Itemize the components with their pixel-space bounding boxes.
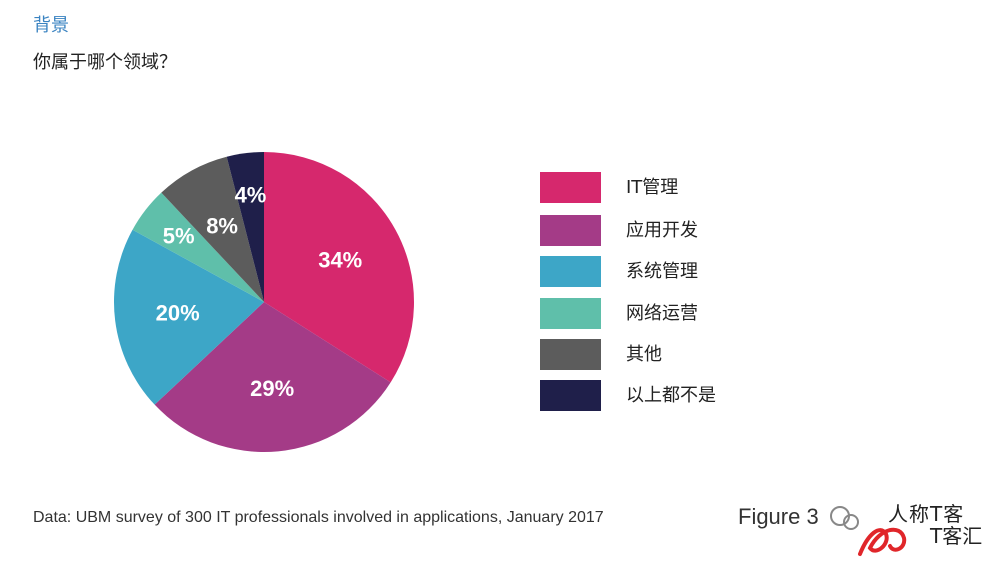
- data-source-note: Data: UBM survey of 300 IT professionals…: [33, 509, 604, 526]
- legend-item: IT管理: [540, 172, 860, 204]
- legend-label: 以上都不是: [626, 385, 716, 406]
- legend-swatch: [540, 172, 601, 203]
- pie-slice: [132, 192, 264, 302]
- pie-slice: [114, 229, 264, 405]
- legend-label: IT管理: [626, 177, 679, 198]
- legend-item: 应用开发: [540, 215, 860, 247]
- legend-label: 应用开发: [626, 220, 698, 241]
- pie-slice-labels: 34% 29% 20% 5% 8% 4%: [156, 182, 363, 401]
- legend-label: 其他: [626, 344, 662, 365]
- pie-slice-label: 8%: [206, 213, 238, 238]
- legend-swatch: [540, 298, 601, 329]
- pie-slice: [154, 302, 391, 452]
- legend-label: 系统管理: [626, 261, 698, 282]
- watermark-text-secondary: T客汇: [930, 524, 983, 548]
- legend-item: 以上都不是: [540, 380, 860, 412]
- pie-slices: [114, 152, 415, 452]
- pie-slice-label: 5%: [163, 223, 195, 248]
- watermark-text: 人称T客: [888, 502, 965, 526]
- legend-item: 其他: [540, 339, 860, 371]
- legend-item: 网络运营: [540, 298, 860, 330]
- pie-slice-label: 20%: [156, 300, 200, 325]
- legend-swatch: [540, 339, 601, 370]
- survey-question: 你属于哪个领域？: [33, 52, 177, 73]
- watermark-logo: 人称T客 T客汇: [820, 494, 998, 560]
- pie-slice: [264, 152, 415, 383]
- pie-slice-label: 4%: [235, 182, 267, 207]
- legend-swatch: [540, 215, 601, 246]
- legend-swatch: [540, 256, 601, 287]
- pie-slice: [161, 156, 264, 302]
- section-label: 背景: [33, 15, 69, 36]
- legend-swatch: [540, 380, 601, 411]
- pie-slice-label: 29%: [250, 376, 294, 401]
- pie-slice-label: 34%: [318, 248, 362, 273]
- figure-label: Figure 3: [738, 504, 819, 529]
- legend-item: 系统管理: [540, 256, 860, 288]
- legend-label: 网络运营: [626, 303, 698, 324]
- pie-slice: [226, 152, 264, 302]
- wechat-logo-icon: [830, 506, 907, 556]
